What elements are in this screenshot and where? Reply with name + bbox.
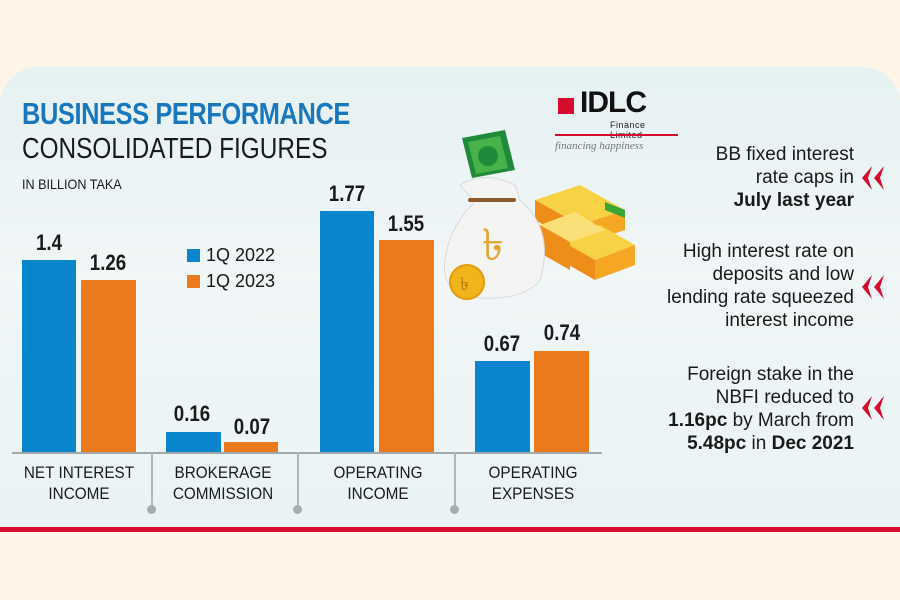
divider-dot (450, 505, 459, 514)
note-text: in (746, 433, 772, 454)
value-label: 1.4 (35, 230, 63, 255)
chart-title: BUSINESS PERFORMANCE (22, 96, 350, 131)
category-divider (454, 452, 456, 510)
divider-dot (293, 505, 302, 514)
banknotes-icon (462, 130, 515, 178)
bottom-red-rule (0, 527, 900, 532)
note-bold: 1.16pc (668, 410, 728, 431)
logo-name: IDLC (580, 86, 647, 119)
divider-dot (147, 505, 156, 514)
legend-label: 1Q 2023 (206, 270, 276, 291)
category-label-opincome: OPERATING INCOME (315, 462, 441, 504)
note-line: lending rate squeezed (667, 287, 854, 308)
money-bag-illustration: ৳ ৳ (443, 130, 635, 300)
category-line: OPERATING (333, 463, 423, 482)
value-label: 0.74 (543, 320, 581, 345)
legend-item-2022: 1Q 2022 (187, 242, 275, 268)
logo-mark-icon (558, 98, 574, 114)
note-line: NBFI reduced to (715, 387, 854, 408)
double-chevron-left-icon (862, 166, 884, 190)
note-bold: 5.48pc (687, 433, 747, 454)
legend: 1Q 2022 1Q 2023 (187, 242, 275, 294)
unit-label: IN BILLION TAKA (22, 176, 122, 192)
logo-rule (555, 134, 678, 136)
bar-opincome-2022 (320, 211, 374, 452)
note-bold: Dec 2021 (771, 433, 854, 454)
category-label-brokerage: BROKERAGE COMMISSION (160, 462, 286, 504)
legend-item-2023: 1Q 2023 (187, 268, 275, 294)
value-label: 1.77 (328, 181, 366, 206)
note-1: BB fixed interest rate caps in July last… (716, 143, 854, 212)
logo-subtitle: Finance Limited (610, 120, 646, 140)
bar-nii-2023 (81, 280, 136, 452)
cash-stacks-icon (535, 185, 635, 280)
category-line: NET INTEREST (23, 463, 135, 482)
double-chevron-left-icon (862, 396, 884, 420)
note-line: deposits and low (712, 264, 854, 285)
value-label: 1.26 (89, 250, 127, 275)
bar-brokerage-2022 (166, 432, 221, 452)
category-divider (151, 452, 153, 510)
category-line: OPERATING (488, 463, 578, 482)
note-line: interest income (725, 310, 854, 331)
legend-label: 1Q 2022 (206, 244, 276, 265)
note-line: Foreign stake in the (687, 364, 854, 385)
value-label: 0.16 (173, 401, 211, 426)
chart-subtitle: CONSOLIDATED FIGURES (22, 133, 328, 165)
category-divider (297, 452, 299, 510)
bar-opincome-2023 (379, 240, 434, 452)
bar-brokerage-2023 (224, 442, 278, 452)
bar-opex-2022 (475, 361, 530, 452)
note-line-bold: July last year (733, 190, 854, 211)
legend-swatch-2022 (187, 248, 200, 262)
category-line: INCOME (347, 484, 409, 503)
x-axis (12, 452, 602, 454)
logo-tagline: financing happiness (555, 140, 644, 152)
category-label-opex: OPERATING EXPENSES (470, 462, 596, 504)
bar-nii-2022 (22, 260, 76, 452)
svg-text:৳: ৳ (460, 274, 469, 295)
note-line: BB fixed interest (715, 144, 854, 165)
coin-icon (449, 264, 485, 300)
legend-swatch-2023 (187, 274, 200, 288)
idlc-logo: IDLC Finance Limited financing happiness (555, 86, 680, 160)
category-line: COMMISSION (172, 484, 274, 503)
value-label: 0.07 (233, 414, 271, 439)
svg-text:৳: ৳ (482, 220, 504, 271)
note-2: High interest rate on deposits and low l… (667, 240, 854, 332)
double-chevron-left-icon (862, 275, 884, 299)
category-label-nii: NET INTEREST INCOME (16, 462, 142, 504)
value-label: 1.55 (387, 211, 425, 236)
category-line: EXPENSES (491, 484, 575, 503)
note-3: Foreign stake in the NBFI reduced to 1.1… (668, 363, 854, 455)
note-line: High interest rate on (682, 241, 854, 262)
bar-opex-2023 (534, 351, 589, 452)
note-line: rate caps in (755, 167, 854, 188)
value-label: 0.67 (483, 331, 521, 356)
category-line: INCOME (48, 484, 110, 503)
note-text: by March from (727, 410, 854, 431)
category-line: BROKERAGE (174, 463, 272, 482)
